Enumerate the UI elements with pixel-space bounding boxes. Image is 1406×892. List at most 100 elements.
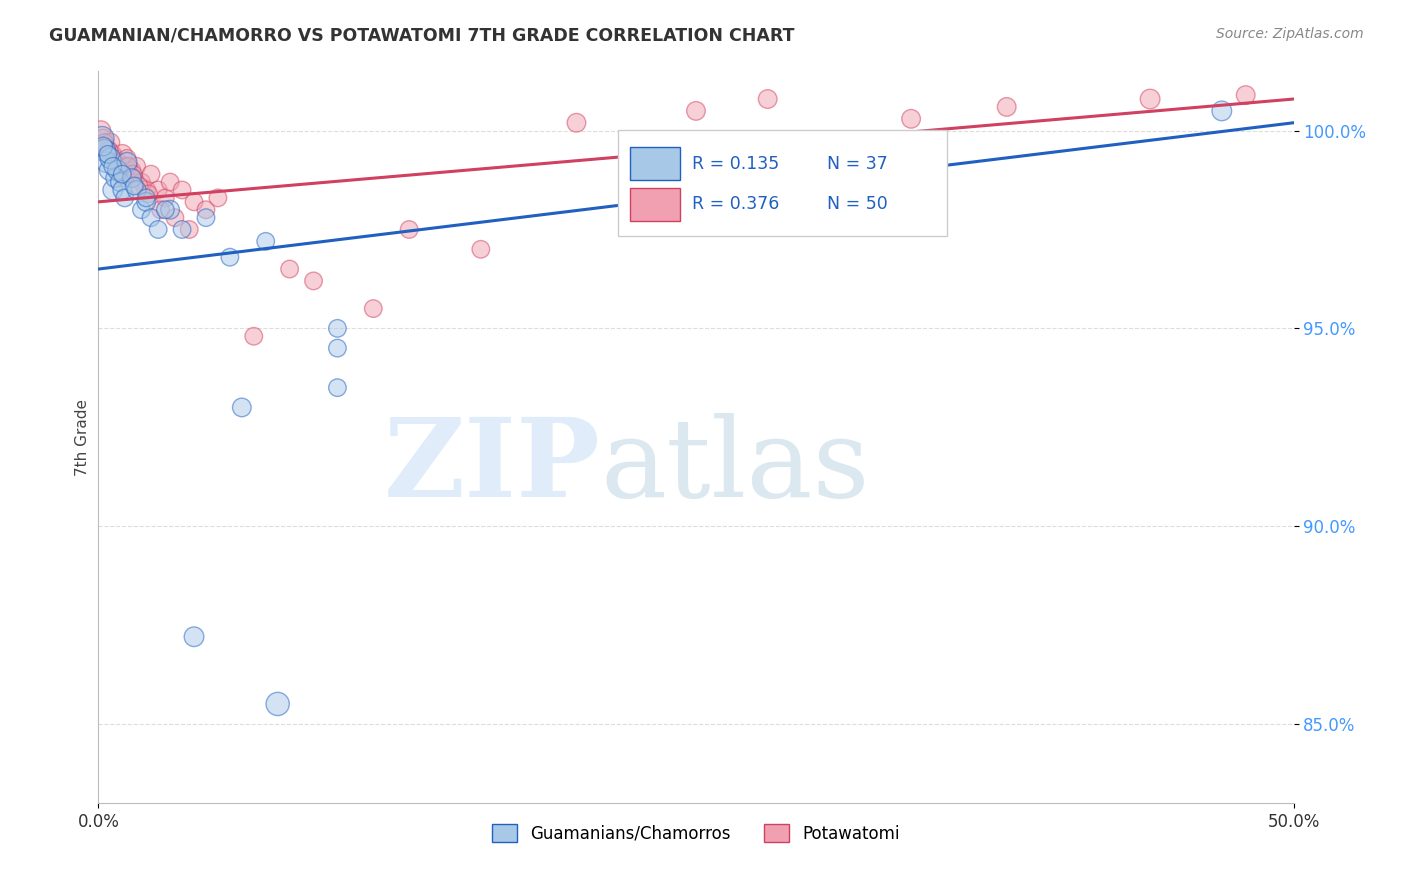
Point [101,147,124,161]
Point [179,222,201,236]
Point [131,202,153,217]
Point [163,211,186,225]
Point [128,179,150,194]
Point [685,103,707,118]
Point [114,191,136,205]
Point [159,175,181,189]
Point [565,116,588,130]
Point [172,222,194,236]
Point [207,191,229,205]
Point [326,381,349,395]
Point [995,100,1018,114]
Point [91,139,114,153]
Point [900,112,922,126]
Point [107,155,129,169]
Point [98,136,122,150]
Point [91,131,114,145]
Point [114,159,136,173]
Point [98,163,121,178]
Point [139,211,162,225]
FancyBboxPatch shape [630,146,681,180]
Point [104,152,127,166]
Point [96,155,118,169]
Y-axis label: 7th Grade: 7th Grade [75,399,90,475]
Text: R = 0.135: R = 0.135 [692,154,780,172]
Point [1234,88,1257,103]
Point [111,167,134,181]
Text: ZIP: ZIP [384,413,600,520]
Point [94,139,117,153]
Text: N = 37: N = 37 [827,154,889,172]
Point [278,262,301,277]
Point [267,697,290,711]
Point [131,175,153,189]
Point [111,183,134,197]
Point [149,202,172,217]
Point [124,171,146,186]
Point [195,202,218,217]
Point [756,92,779,106]
Point [97,147,120,161]
Text: GUAMANIAN/CHAMORRO VS POTAWATOMI 7TH GRADE CORRELATION CHART: GUAMANIAN/CHAMORRO VS POTAWATOMI 7TH GRA… [49,27,794,45]
Point [121,171,143,186]
Point [112,171,135,186]
Point [470,242,492,256]
Text: atlas: atlas [600,413,870,520]
Point [135,191,157,205]
Point [195,211,218,225]
Point [98,144,121,158]
Point [101,159,124,173]
Point [93,136,115,150]
Point [107,163,129,178]
Point [302,274,325,288]
Point [326,341,349,355]
Point [101,183,124,197]
Point [326,321,349,335]
Point [108,163,131,178]
Point [111,147,134,161]
Point [98,152,122,166]
Point [1211,103,1233,118]
FancyBboxPatch shape [619,130,948,235]
Point [121,163,143,178]
Point [219,250,242,264]
Point [139,167,162,181]
Legend: Guamanians/Chamorros, Potawatomi: Guamanians/Chamorros, Potawatomi [485,818,907,849]
Point [117,159,139,173]
Point [172,183,194,197]
Point [125,159,148,173]
Point [107,163,129,178]
Point [90,123,112,137]
Point [155,191,177,205]
Point [93,144,115,158]
Point [135,194,157,209]
Point [97,144,120,158]
Point [104,171,127,186]
Point [108,175,131,189]
Text: N = 50: N = 50 [827,195,889,213]
Point [155,202,177,217]
Point [122,167,145,181]
Point [115,155,138,169]
Point [1139,92,1161,106]
Point [148,183,170,197]
Text: Source: ZipAtlas.com: Source: ZipAtlas.com [1216,27,1364,41]
Point [115,152,138,166]
Text: R = 0.376: R = 0.376 [692,195,780,213]
Point [363,301,385,316]
Point [91,131,114,145]
Point [135,183,157,197]
FancyBboxPatch shape [630,187,681,221]
Point [183,630,205,644]
Point [398,222,420,236]
Point [159,202,181,217]
Point [148,222,170,236]
Point [124,179,146,194]
Point [138,186,160,201]
Point [243,329,266,343]
Point [183,194,205,209]
Point [125,183,148,197]
Point [254,235,277,249]
Point [231,401,253,415]
Point [103,155,125,169]
